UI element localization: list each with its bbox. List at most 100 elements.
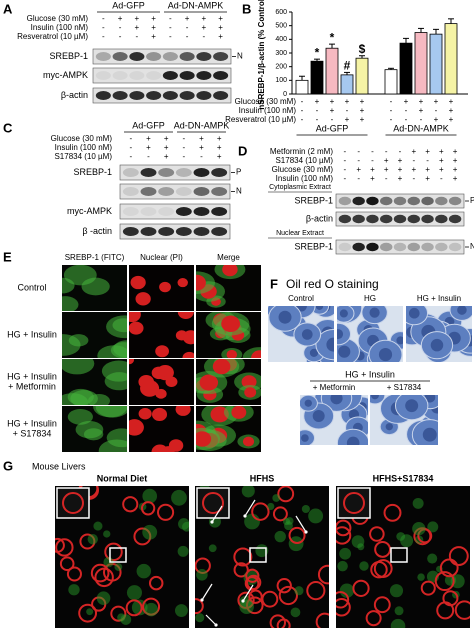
speck (208, 544, 217, 553)
cell (62, 296, 79, 311)
nucleus (374, 540, 392, 558)
blot-band (162, 91, 178, 100)
bar (310, 60, 324, 95)
nucleus (251, 502, 270, 521)
nucleus (336, 519, 352, 537)
condition-sign: - (169, 23, 172, 32)
condition-sign: + (449, 97, 454, 106)
blot-band (95, 52, 111, 61)
row-label: HG + Insulin (7, 418, 57, 428)
condition-sign: - (344, 174, 347, 183)
nucleus (422, 427, 437, 442)
nucleus (226, 349, 238, 358)
speck (417, 573, 425, 581)
blot-band (140, 187, 157, 196)
cell (337, 322, 352, 346)
nucleus (420, 580, 436, 596)
nucleus (454, 600, 470, 620)
speck (394, 606, 404, 616)
blot-band (175, 227, 192, 236)
condition-sign: - (182, 152, 185, 161)
blot-band (140, 207, 157, 216)
speck (294, 586, 304, 596)
speck (339, 547, 352, 560)
condition-sign: + (202, 14, 207, 23)
condition-sign: + (404, 97, 409, 106)
cell (68, 334, 89, 347)
panel-title: Oil red O staining (286, 277, 379, 291)
band-label: P (236, 168, 241, 177)
micrograph (196, 406, 261, 452)
speck (177, 545, 189, 557)
nucleus (138, 375, 155, 389)
nucleus (155, 388, 167, 399)
speck (396, 532, 406, 541)
cell (101, 360, 127, 382)
blot-band (407, 242, 420, 252)
condition-sign: + (199, 134, 204, 143)
nucleus (272, 506, 288, 522)
blot-band (196, 71, 212, 80)
image-label: HFHS+S17834 (373, 473, 434, 483)
nucleus (365, 610, 382, 627)
condition-sign: + (398, 165, 403, 174)
condition-label: Glucose (30 mM) (235, 97, 297, 106)
speck (103, 556, 114, 568)
condition-sign: + (164, 152, 169, 161)
bar (384, 69, 398, 95)
blot-band (175, 187, 192, 196)
nucleus (196, 431, 212, 447)
condition-sign: + (218, 32, 223, 41)
blot-band (95, 71, 111, 80)
speck (389, 584, 404, 598)
blot-band (162, 52, 178, 61)
blot-band (380, 196, 393, 206)
condition-sign: + (434, 115, 439, 124)
condition-sign: - (390, 115, 393, 124)
condition-sign: - (136, 32, 139, 41)
arrow-head (241, 599, 245, 603)
group-label: Ad-DN-AMPK (168, 0, 224, 10)
nucleus (339, 309, 348, 318)
blot-band (352, 242, 365, 252)
blot-band (435, 242, 448, 252)
speck (126, 585, 142, 601)
band-label: N (470, 242, 474, 251)
condition-sign: - (357, 156, 360, 165)
column-label: SREBP-1 (FITC) (65, 253, 125, 262)
condition-sign: + (439, 156, 444, 165)
nucleus (199, 374, 219, 391)
nucleus (371, 395, 379, 400)
blot-band (213, 52, 229, 61)
blot-band (158, 207, 175, 216)
bar (355, 57, 369, 95)
blot-band (211, 168, 228, 177)
blot-band (112, 71, 128, 80)
nucleus (233, 562, 249, 578)
nucleus (336, 591, 350, 609)
blot-band (407, 214, 420, 224)
speck (450, 574, 465, 589)
nucleus (55, 538, 74, 557)
arrow (242, 584, 254, 602)
condition-sign: - (435, 106, 438, 115)
blot-band (366, 242, 379, 252)
condition-sign: + (439, 147, 444, 156)
blot-band (158, 227, 175, 236)
nucleus (110, 605, 127, 622)
nucleus (251, 350, 261, 358)
blot-band (213, 91, 229, 100)
group-label: Ad-GFP (112, 0, 145, 10)
group-label: HG + Insulin (345, 369, 395, 379)
condition-sign: + (370, 165, 375, 174)
condition-sign: + (449, 106, 454, 115)
blot-band (366, 196, 379, 206)
band-label: N (237, 52, 243, 61)
blot-band (129, 52, 145, 61)
blot-band (146, 52, 162, 61)
condition-sign: - (301, 97, 304, 106)
nucleus (373, 559, 393, 578)
nucleus (269, 614, 287, 628)
micrograph (129, 406, 194, 452)
condition-label: Glucose (30 mM) (272, 165, 334, 174)
